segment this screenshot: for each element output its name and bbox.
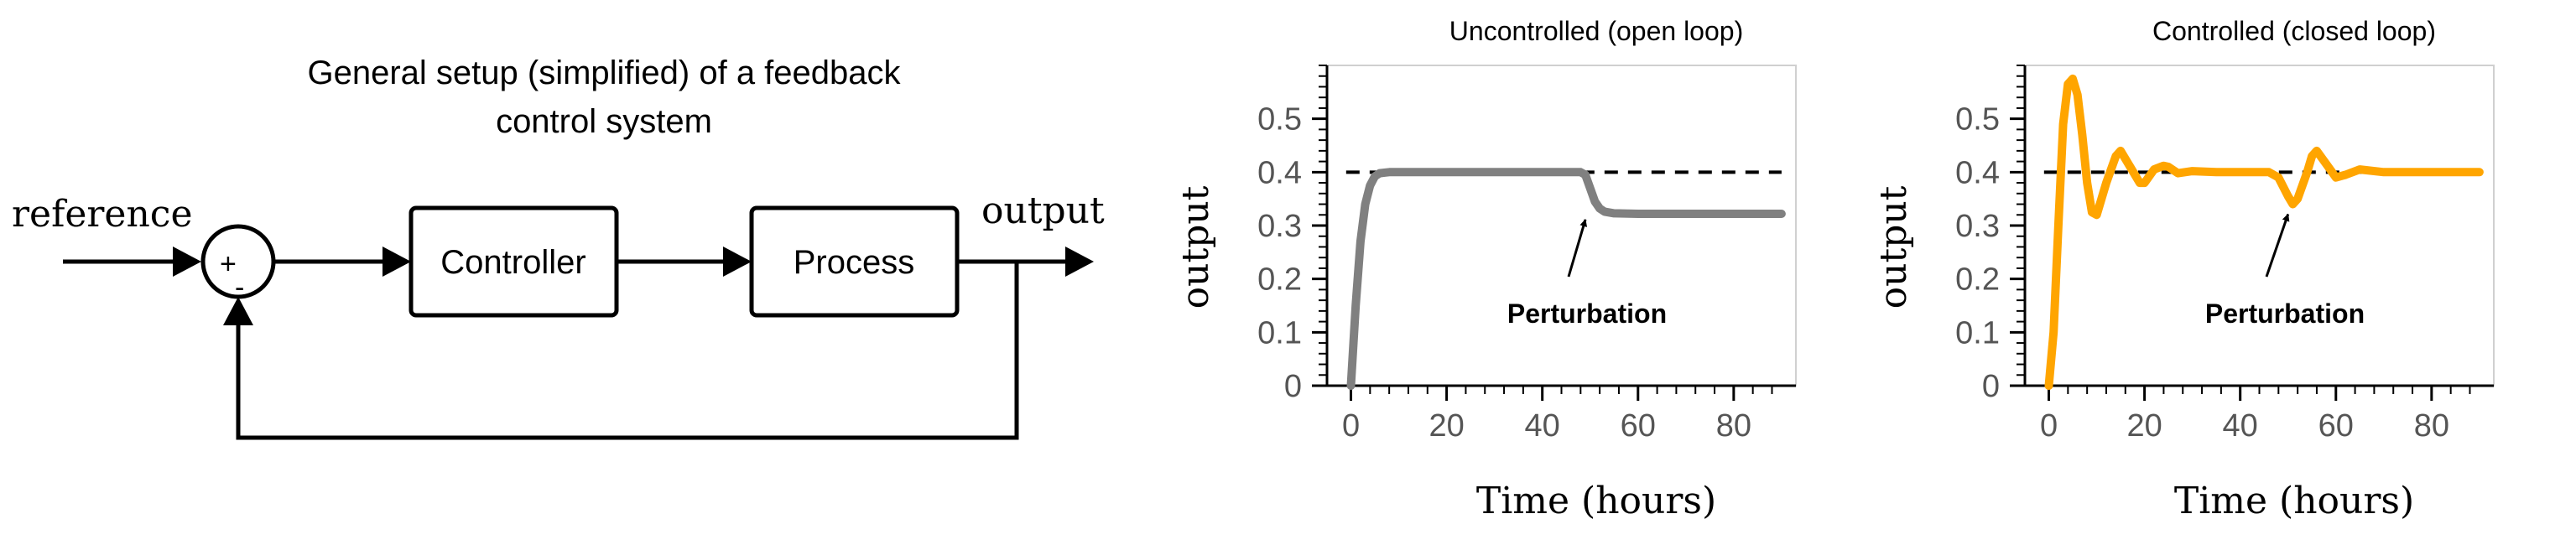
open-loop-x-tick-label: 60 bbox=[1621, 408, 1656, 444]
feedback-arrowhead bbox=[223, 297, 253, 325]
open-loop-chart: Uncontrolled (open loop) Time (hours) ou… bbox=[1174, 16, 1797, 522]
closed-loop-y-tick-label: 0 bbox=[1982, 369, 2000, 404]
summing-plus: + bbox=[220, 248, 237, 280]
diagram-title-line2: control system bbox=[496, 103, 712, 140]
reference-label: reference bbox=[12, 193, 193, 236]
closed-loop-output-series bbox=[2044, 74, 2484, 390]
open-loop-perturbation-arrow bbox=[1567, 219, 1588, 278]
closed-loop-x-tick-label: 60 bbox=[2318, 408, 2354, 444]
open-loop-x-tick-label: 80 bbox=[1716, 408, 1751, 444]
open-loop-plot-frame bbox=[1326, 65, 1797, 387]
junction-to-controller-arrowhead bbox=[382, 247, 411, 277]
controller-label: Controller bbox=[440, 244, 585, 281]
output-label: output bbox=[981, 189, 1105, 232]
open-loop-x-tick-label: 20 bbox=[1429, 408, 1464, 444]
reference-arrowhead bbox=[173, 247, 201, 277]
closed-loop-perturbation-arrow bbox=[2265, 213, 2290, 278]
open-loop-perturbation-annotation: Perturbation bbox=[1507, 298, 1667, 329]
open-loop-x-tick-label: 0 bbox=[1342, 408, 1360, 444]
open-loop-x-axis-label: Time (hours) bbox=[1476, 480, 1716, 522]
block-diagram: General setup (simplified) of a feedback… bbox=[12, 54, 1105, 440]
open-loop-y-tick-label: 0.4 bbox=[1257, 155, 1302, 190]
output-arrowhead bbox=[1065, 247, 1094, 277]
open-loop-y-axis-label: output bbox=[1174, 185, 1217, 309]
closed-loop-y-tick-label: 0.2 bbox=[1955, 262, 2000, 298]
closed-loop-chart-title: Controlled (closed loop) bbox=[2152, 16, 2436, 46]
diagram-title-line1: General setup (simplified) of a feedback bbox=[307, 54, 901, 91]
process-label: Process bbox=[794, 244, 915, 281]
open-loop-chart-title: Uncontrolled (open loop) bbox=[1449, 16, 1743, 46]
closed-loop-y-tick-label: 0.3 bbox=[1955, 209, 2000, 244]
open-loop-x-tick-label: 40 bbox=[1525, 408, 1560, 444]
closed-loop-x-tick-label: 20 bbox=[2126, 408, 2162, 444]
closed-loop-perturbation-annotation: Perturbation bbox=[2205, 298, 2365, 329]
open-loop-y-tick-label: 0.3 bbox=[1257, 209, 1302, 244]
summing-minus: - bbox=[235, 272, 244, 304]
open-loop-y-tick-label: 0 bbox=[1284, 369, 1302, 404]
closed-loop-y-axis-label: output bbox=[1872, 185, 1915, 309]
closed-loop-x-tick-label: 0 bbox=[2040, 408, 2058, 444]
feedback-loop-line bbox=[236, 262, 1019, 440]
closed-loop-y-tick-label: 0.4 bbox=[1955, 155, 2000, 190]
closed-loop-x-tick-label: 80 bbox=[2414, 408, 2449, 444]
closed-loop-chart: Controlled (closed loop) Time (hours) ou… bbox=[1872, 16, 2495, 522]
open-loop-y-tick-label: 0.5 bbox=[1257, 102, 1302, 138]
open-loop-output-series bbox=[1346, 168, 1786, 390]
closed-loop-y-tick-label: 0.5 bbox=[1955, 102, 2000, 138]
controller-to-process-arrowhead bbox=[723, 247, 752, 277]
closed-loop-plot-frame bbox=[2024, 65, 2495, 387]
open-loop-y-tick-label: 0.1 bbox=[1257, 315, 1302, 350]
closed-loop-x-tick-label: 40 bbox=[2223, 408, 2258, 444]
closed-loop-y-tick-label: 0.1 bbox=[1955, 315, 2000, 350]
open-loop-y-tick-label: 0.2 bbox=[1257, 262, 1302, 298]
closed-loop-x-axis-label: Time (hours) bbox=[2174, 480, 2414, 522]
